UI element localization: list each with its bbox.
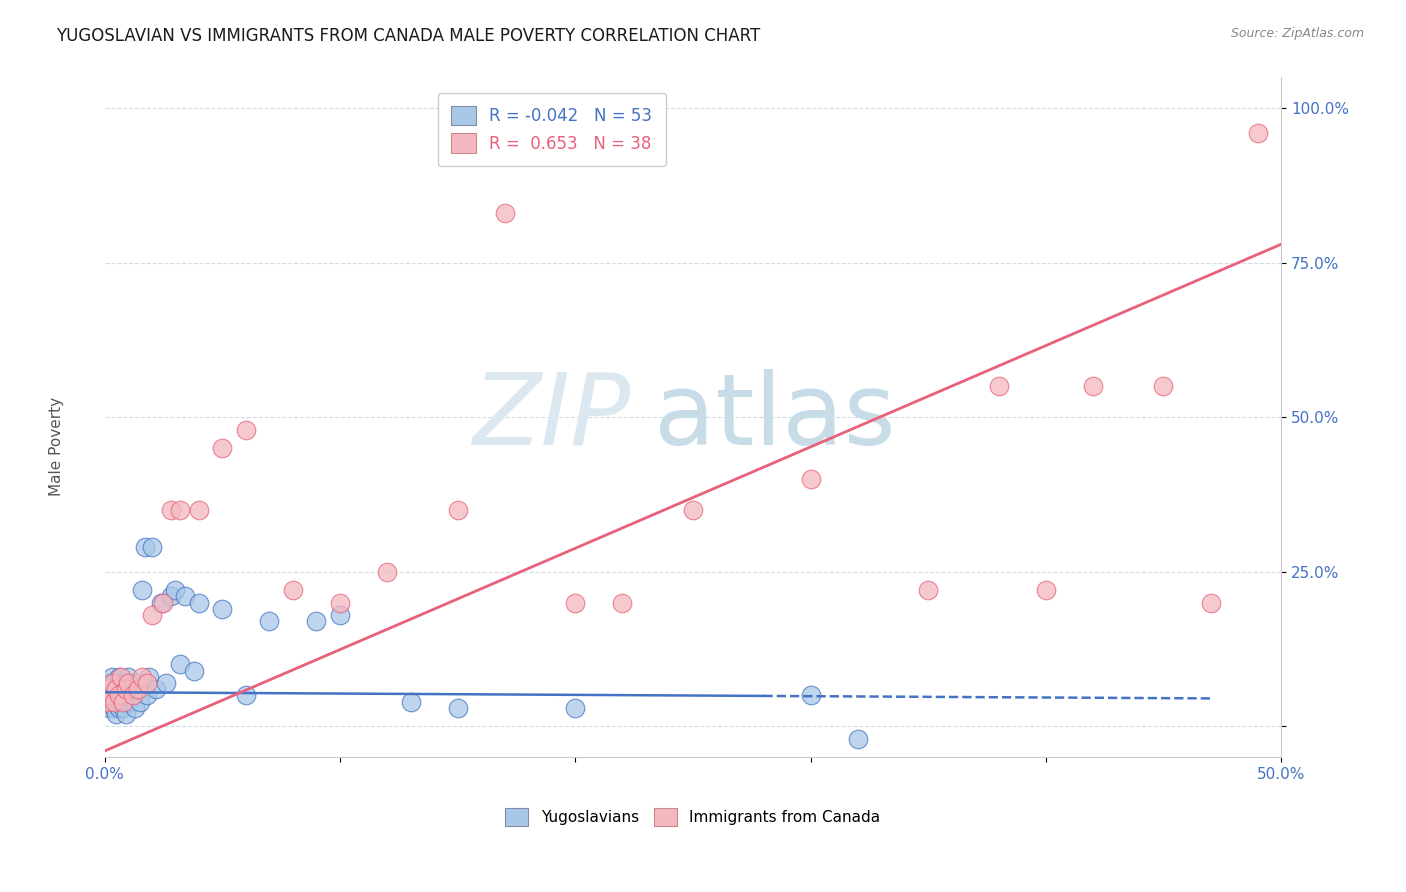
Point [124, 700, 146, 714]
Point [682, 503, 704, 517]
Point [105, 706, 128, 721]
Point [211, 441, 233, 455]
Point [115, 706, 138, 721]
Point [141, 540, 163, 554]
Point [987, 379, 1010, 393]
Point [105, 682, 128, 697]
Point [107, 689, 129, 703]
Point [110, 682, 132, 697]
Point [127, 676, 149, 690]
Point [105, 682, 128, 697]
Text: atlas: atlas [654, 368, 896, 466]
Point [131, 670, 153, 684]
Point [98, 676, 121, 690]
Point [112, 700, 135, 714]
Point [165, 583, 187, 598]
Point [134, 540, 156, 554]
Point [1199, 596, 1222, 610]
Point [110, 694, 132, 708]
Point [96, 694, 118, 708]
Point [115, 689, 138, 703]
Point [98, 700, 121, 714]
Point [138, 670, 160, 684]
Point [259, 614, 281, 628]
Point [112, 676, 135, 690]
Point [136, 676, 159, 690]
Point [131, 583, 153, 598]
Point [187, 596, 209, 610]
Point [145, 682, 167, 697]
Point [329, 596, 352, 610]
Point [129, 694, 152, 708]
Point [96, 682, 118, 697]
Point [564, 596, 586, 610]
Point [100, 694, 122, 708]
Point [100, 676, 122, 690]
Point [446, 700, 468, 714]
Point [211, 602, 233, 616]
Point [98, 689, 121, 703]
Point [399, 694, 422, 708]
Point [305, 614, 328, 628]
Point [103, 676, 125, 690]
Point [117, 694, 139, 708]
Point [105, 694, 128, 708]
Text: YUGOSLAVIAN VS IMMIGRANTS FROM CANADA MALE POVERTY CORRELATION CHART: YUGOSLAVIAN VS IMMIGRANTS FROM CANADA MA… [56, 27, 761, 45]
Point [127, 682, 149, 697]
Point [136, 689, 159, 703]
Point [187, 503, 209, 517]
Point [612, 596, 634, 610]
Point [107, 700, 129, 714]
Point [564, 700, 586, 714]
Point [169, 657, 191, 672]
Point [96, 682, 118, 697]
Point [446, 503, 468, 517]
Point [235, 689, 257, 703]
Point [98, 689, 121, 703]
Point [917, 583, 939, 598]
Point [329, 607, 352, 622]
Point [100, 682, 122, 697]
Point [173, 590, 195, 604]
Point [846, 731, 869, 746]
Point [141, 607, 163, 622]
Point [122, 689, 145, 703]
Text: ZIP: ZIP [472, 368, 631, 466]
Text: Source: ZipAtlas.com: Source: ZipAtlas.com [1230, 27, 1364, 40]
Point [169, 503, 191, 517]
Point [375, 565, 398, 579]
Point [799, 689, 821, 703]
Point [122, 682, 145, 697]
Point [1035, 583, 1057, 598]
Point [103, 700, 125, 714]
Point [1081, 379, 1104, 393]
Point [1152, 379, 1174, 393]
Point [115, 682, 138, 697]
Point [159, 503, 181, 517]
Point [100, 670, 122, 684]
Text: Male Poverty: Male Poverty [49, 396, 63, 496]
Point [120, 689, 142, 703]
Point [96, 694, 118, 708]
Point [159, 590, 181, 604]
Point [103, 689, 125, 703]
Point [494, 206, 516, 220]
Point [235, 423, 257, 437]
Point [117, 670, 139, 684]
Point [152, 596, 174, 610]
Point [107, 670, 129, 684]
Point [799, 472, 821, 486]
Point [110, 670, 132, 684]
Point [155, 676, 177, 690]
Point [1246, 126, 1268, 140]
Point [150, 596, 173, 610]
Point [281, 583, 304, 598]
Point [117, 676, 139, 690]
Legend: Yugoslavians, Immigrants from Canada: Yugoslavians, Immigrants from Canada [499, 802, 886, 832]
Point [112, 694, 135, 708]
Point [183, 664, 205, 678]
Point [103, 694, 125, 708]
